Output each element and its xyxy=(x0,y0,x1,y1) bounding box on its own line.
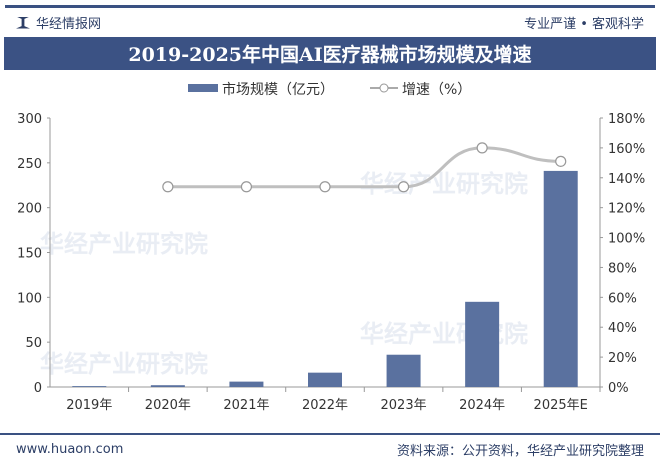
legend-line-marker xyxy=(379,83,389,93)
left-tick-label: 50 xyxy=(25,336,42,351)
growth-point xyxy=(476,142,488,154)
slogan: 专业严谨 • 客观科学 xyxy=(524,17,644,32)
bar-2020年 xyxy=(150,385,185,387)
brand-logo-icon xyxy=(16,16,30,29)
left-tick-label: 300 xyxy=(17,112,42,127)
left-tick-label: 0 xyxy=(34,381,42,396)
brand-name: 华经情报网 xyxy=(36,17,102,32)
chart: 华经产业研究院华经产业研究院华经产业研究院华经产业研究院050100150200… xyxy=(17,81,645,413)
right-tick-label: 160% xyxy=(608,142,645,157)
watermark: 华经产业研究院 xyxy=(360,320,528,348)
bar-2022年 xyxy=(308,372,342,387)
footer-source: 资料来源：公开资料，华经产业研究院整理 xyxy=(396,443,644,459)
legend-bar-swatch xyxy=(188,84,218,92)
top-rule xyxy=(5,5,655,8)
right-tick-label: 180% xyxy=(608,112,645,127)
x-tick-label: 2019年 xyxy=(66,398,112,413)
bar-2025年E xyxy=(543,170,578,387)
watermark: 华经产业研究院 xyxy=(360,170,528,198)
footer-url: www.huaon.com xyxy=(16,441,124,457)
right-tick-label: 140% xyxy=(608,172,645,187)
bar-2024年 xyxy=(465,301,500,387)
right-tick-label: 0% xyxy=(608,381,629,396)
watermark: 华经产业研究院 xyxy=(40,230,208,258)
legend-bar-label: 市场规模（亿元） xyxy=(222,81,334,98)
x-tick-label: 2021年 xyxy=(223,398,269,413)
chart-title: 2019-2025年中国AI医疗器械市场规模及增速 xyxy=(4,37,656,70)
bar-2021年 xyxy=(229,381,264,387)
growth-point xyxy=(555,155,567,167)
right-tick-label: 80% xyxy=(608,261,637,276)
growth-point xyxy=(240,181,253,193)
growth-point xyxy=(397,181,410,193)
left-tick-label: 100 xyxy=(17,291,42,306)
left-tick-label: 150 xyxy=(17,247,42,262)
legend-line-label: 增速（%） xyxy=(402,82,471,98)
footer: www.huaon.com 资料来源：公开资料，华经产业研究院整理 xyxy=(0,433,660,463)
watermark: 华经产业研究院 xyxy=(40,350,208,378)
x-tick-label: 2023年 xyxy=(381,398,427,413)
x-tick-label: 2024年 xyxy=(459,398,505,413)
x-tick-label: 2025年E xyxy=(534,398,588,413)
right-tick-label: 40% xyxy=(608,321,637,336)
left-tick-label: 200 xyxy=(17,202,42,217)
bar-2023年 xyxy=(386,354,421,387)
growth-point xyxy=(162,181,174,193)
right-tick-label: 20% xyxy=(608,351,637,366)
right-tick-label: 120% xyxy=(608,202,645,217)
x-tick-label: 2022年 xyxy=(302,398,348,413)
right-tick-label: 100% xyxy=(608,232,645,247)
right-tick-label: 60% xyxy=(608,291,637,306)
bar-2019年 xyxy=(72,386,107,387)
x-tick-label: 2020年 xyxy=(145,398,191,413)
growth-point xyxy=(319,181,331,193)
brand: 华经情报网 xyxy=(16,13,101,32)
left-tick-label: 250 xyxy=(17,157,42,172)
